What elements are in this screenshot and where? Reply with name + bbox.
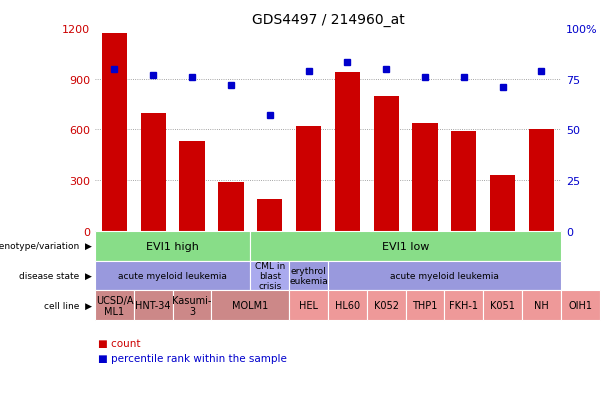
Bar (218, 183, 243, 231)
Text: CML in
blast
crisis: CML in blast crisis (254, 262, 285, 290)
Bar (490, 176, 516, 231)
Text: EVI1 high: EVI1 high (147, 241, 199, 251)
Bar (140, 113, 166, 231)
Text: OIH1: OIH1 (568, 301, 592, 311)
Text: cell line  ▶: cell line ▶ (44, 301, 92, 310)
Text: THP1: THP1 (413, 301, 438, 311)
Text: EVI1 low: EVI1 low (382, 241, 429, 251)
Text: MOLM1: MOLM1 (232, 301, 268, 311)
Text: erythrol
eukemia: erythrol eukemia (289, 266, 328, 285)
Text: K051: K051 (490, 301, 515, 311)
Bar (413, 123, 438, 231)
Text: HL60: HL60 (335, 301, 360, 311)
Bar (335, 73, 360, 231)
Title: GDS4497 / 214960_at: GDS4497 / 214960_at (251, 12, 405, 26)
Bar (257, 199, 283, 231)
Text: acute myeloid leukemia: acute myeloid leukemia (118, 271, 227, 280)
Text: disease state  ▶: disease state ▶ (19, 271, 92, 280)
Text: ■ count: ■ count (98, 338, 140, 348)
Text: acute myeloid leukemia: acute myeloid leukemia (390, 271, 499, 280)
Bar (373, 96, 399, 231)
Text: Kasumi-
3: Kasumi- 3 (172, 295, 211, 316)
Bar (451, 132, 476, 231)
Bar (102, 34, 127, 231)
Text: NH: NH (534, 301, 549, 311)
Bar (296, 127, 321, 231)
Text: HEL: HEL (299, 301, 318, 311)
Text: FKH-1: FKH-1 (449, 301, 478, 311)
Bar (180, 142, 205, 231)
Text: genotype/variation  ▶: genotype/variation ▶ (0, 242, 92, 251)
Bar (529, 130, 554, 231)
Text: HNT-34: HNT-34 (135, 301, 171, 311)
Text: K052: K052 (374, 301, 398, 311)
Text: UCSD/A
ML1: UCSD/A ML1 (96, 295, 133, 316)
Text: ■ percentile rank within the sample: ■ percentile rank within the sample (98, 353, 287, 363)
